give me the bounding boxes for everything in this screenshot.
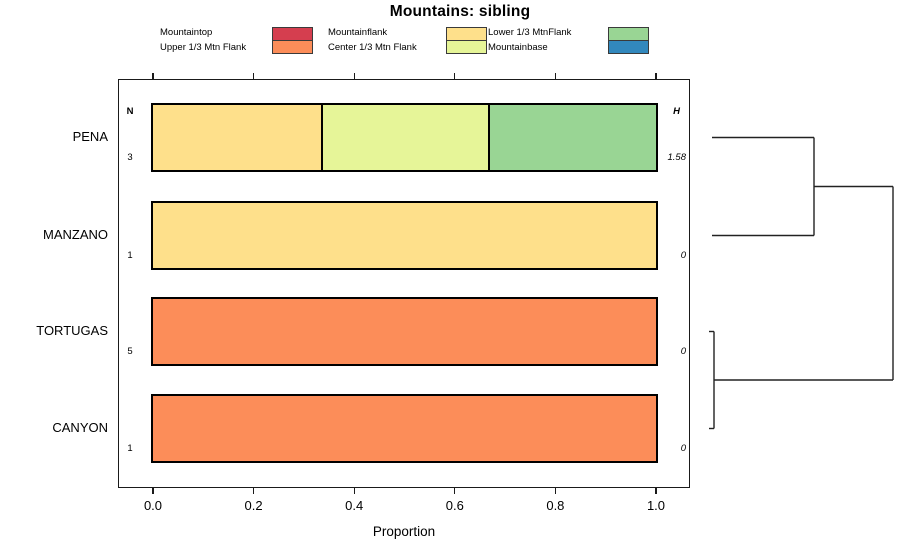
x-axis-tick-label: 0.8 bbox=[546, 498, 565, 513]
x-axis-top-tick bbox=[655, 73, 657, 79]
h-value: 0 bbox=[680, 346, 686, 357]
legend-column: Lower 1/3 MtnFlank Mountainbase bbox=[488, 25, 649, 55]
legend-label-group: Mountainflank Center 1/3 Mtn Flank bbox=[328, 25, 440, 55]
n-value: 5 bbox=[127, 346, 133, 357]
category-label: PENA bbox=[72, 128, 108, 144]
h-column-header: H bbox=[673, 106, 680, 117]
legend-label-group: Mountaintop Upper 1/3 Mtn Flank bbox=[160, 25, 266, 55]
x-axis-top-tick bbox=[554, 73, 556, 79]
legend-swatch-group bbox=[446, 27, 487, 54]
stacked-bar bbox=[151, 103, 658, 172]
x-axis-top-tick bbox=[353, 73, 355, 79]
x-axis-tick bbox=[152, 488, 154, 494]
legend-color-swatch bbox=[446, 27, 487, 41]
legend-item-label: Upper 1/3 Mtn Flank bbox=[160, 42, 247, 53]
legend-item-label: Mountainflank bbox=[328, 27, 388, 38]
chart-title: Mountains: sibling bbox=[389, 3, 531, 20]
legend-color-swatch bbox=[272, 40, 313, 54]
x-axis-tick bbox=[353, 488, 355, 494]
h-value: 0 bbox=[680, 250, 686, 261]
legend-color-swatch bbox=[272, 27, 313, 41]
legend-color-swatch bbox=[608, 27, 649, 41]
x-axis-top-tick bbox=[454, 73, 456, 79]
bar-segment bbox=[153, 396, 656, 461]
x-axis-top-tick bbox=[253, 73, 255, 79]
legend-item-label: Center 1/3 Mtn Flank bbox=[328, 42, 417, 53]
h-value: 0 bbox=[680, 443, 686, 454]
n-value: 3 bbox=[127, 152, 133, 163]
legend-color-swatch bbox=[608, 40, 649, 54]
legend-item-label: Mountaintop bbox=[160, 27, 213, 38]
category-label: CANYON bbox=[52, 419, 108, 435]
legend-swatch-group bbox=[272, 27, 313, 54]
legend-swatch-group bbox=[608, 27, 649, 54]
x-axis-label: Proportion bbox=[372, 524, 436, 539]
legend-column: Mountaintop Upper 1/3 Mtn Flank bbox=[160, 25, 313, 55]
bar-segment bbox=[153, 105, 321, 170]
bar-segment bbox=[320, 105, 489, 170]
x-axis-tick-label: 0.0 bbox=[143, 498, 163, 513]
n-value: 1 bbox=[127, 443, 133, 454]
x-axis-tick bbox=[253, 488, 255, 494]
n-column-header: N bbox=[126, 106, 134, 117]
category-label: TORTUGAS bbox=[36, 322, 108, 338]
plot-frame bbox=[118, 79, 690, 488]
x-axis-tick-label: 0.4 bbox=[345, 498, 364, 513]
legend-item-label: Lower 1/3 MtnFlank bbox=[488, 27, 572, 38]
stacked-bar bbox=[151, 297, 658, 366]
legend-color-swatch bbox=[446, 40, 487, 54]
legend-label-group: Lower 1/3 MtnFlank Mountainbase bbox=[488, 25, 602, 55]
x-axis-top-tick bbox=[152, 73, 154, 79]
x-axis-tick bbox=[655, 488, 657, 494]
category-label: MANZANO bbox=[43, 226, 108, 242]
n-value: 1 bbox=[127, 250, 133, 261]
x-axis-tick-label: 1.0 bbox=[646, 498, 666, 513]
h-value: 1.58 bbox=[667, 152, 687, 163]
stacked-bar bbox=[151, 394, 658, 463]
legend-item-label: Mountainbase bbox=[488, 42, 548, 53]
x-axis-tick bbox=[454, 488, 456, 494]
x-axis-tick-label: 0.6 bbox=[445, 498, 464, 513]
x-axis-tick bbox=[554, 488, 556, 494]
stacked-bar bbox=[151, 201, 658, 270]
bar-segment bbox=[153, 299, 656, 364]
legend-column: Mountainflank Center 1/3 Mtn Flank bbox=[328, 25, 487, 55]
bar-segment bbox=[153, 203, 656, 268]
x-axis-tick-label: 0.2 bbox=[244, 498, 263, 513]
bar-segment bbox=[488, 105, 656, 170]
